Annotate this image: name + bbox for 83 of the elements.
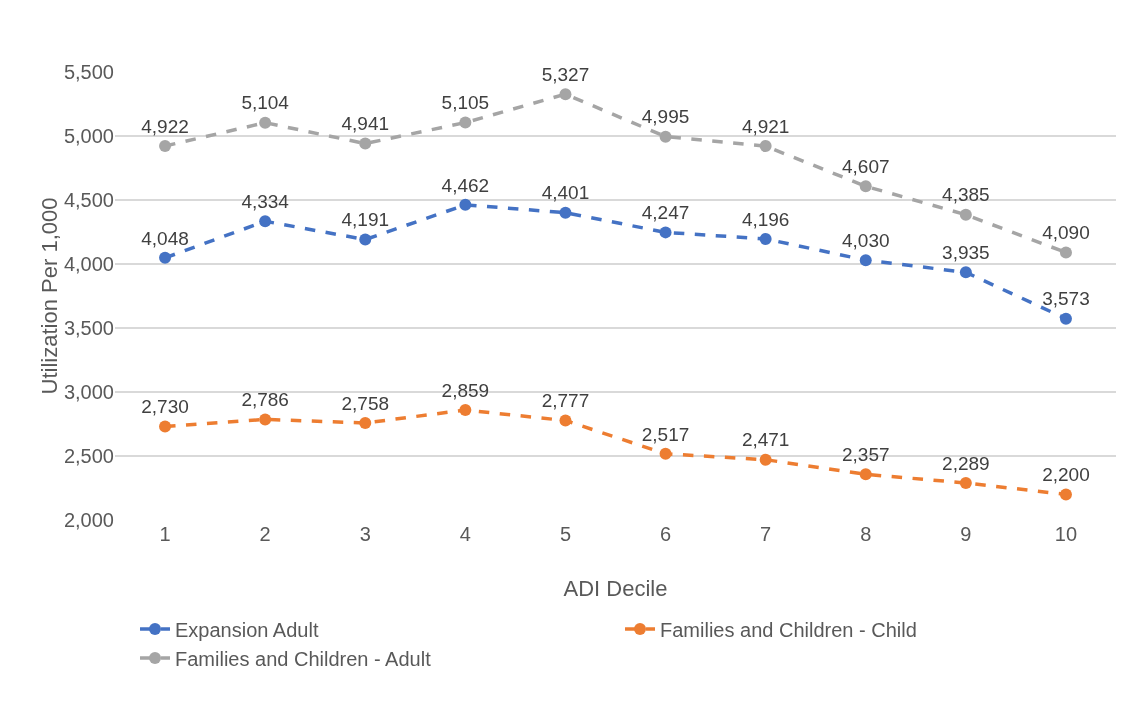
data-label: 3,935 xyxy=(942,242,990,264)
data-label: 5,105 xyxy=(441,92,490,114)
data-label: 4,247 xyxy=(641,202,690,224)
data-label: 2,777 xyxy=(541,390,590,412)
data-label: 2,289 xyxy=(942,452,990,474)
data-label: 2,859 xyxy=(441,379,490,401)
data-label: 4,334 xyxy=(241,191,290,212)
point xyxy=(159,251,172,264)
data-label: 2,730 xyxy=(141,396,189,418)
x-tick-label: 9 xyxy=(960,523,972,545)
point xyxy=(659,130,672,143)
data-label: 4,941 xyxy=(341,113,390,135)
point xyxy=(259,215,272,228)
data-label: 4,385 xyxy=(942,184,990,206)
x-tick-label: 8 xyxy=(860,523,872,545)
point xyxy=(959,477,972,489)
y-tick-label: 3,500 xyxy=(63,317,114,339)
point xyxy=(1059,488,1072,501)
point xyxy=(859,180,872,193)
point xyxy=(359,416,372,429)
y-axis-title: Utilization Per 1,000 xyxy=(36,197,62,395)
data-label: 5,327 xyxy=(541,63,590,85)
point xyxy=(659,447,672,460)
data-label: 5,104 xyxy=(241,92,290,114)
point xyxy=(159,139,172,152)
data-label: 3,573 xyxy=(1042,288,1090,310)
y-tick-label: 5,500 xyxy=(63,61,114,83)
x-tick-label: 3 xyxy=(359,523,371,545)
data-label: 4,401 xyxy=(541,182,590,204)
point xyxy=(759,453,772,466)
x-tick-label: 1 xyxy=(159,523,171,545)
data-label: 4,922 xyxy=(141,115,189,137)
point xyxy=(459,198,472,211)
point xyxy=(359,233,372,246)
point xyxy=(759,232,772,245)
y-tick-label: 4,000 xyxy=(63,253,114,275)
data-label: 2,786 xyxy=(241,389,289,411)
data-label: 4,191 xyxy=(341,209,390,231)
point xyxy=(759,140,772,153)
y-tick-label: 5,000 xyxy=(63,125,114,147)
x-tick-label: 5 xyxy=(559,523,572,545)
data-label: 4,921 xyxy=(741,115,790,137)
point xyxy=(659,226,672,239)
data-label: 4,607 xyxy=(841,156,890,178)
point xyxy=(459,116,472,129)
data-label: 2,758 xyxy=(341,392,390,414)
x-axis-title: ADI Decile xyxy=(563,576,668,601)
point xyxy=(559,414,572,427)
data-label: 2,471 xyxy=(741,429,790,451)
data-label: 4,196 xyxy=(741,208,790,230)
data-label: 4,995 xyxy=(641,106,690,128)
y-tick-label: 2,500 xyxy=(63,445,114,467)
data-label: 4,090 xyxy=(1042,222,1090,244)
y-tick-label: 3,000 xyxy=(63,381,114,403)
x-tick-label: 10 xyxy=(1054,523,1078,545)
point xyxy=(559,206,572,219)
legend-label: Expansion Adult xyxy=(175,618,319,641)
point xyxy=(259,116,272,129)
x-tick-label: 2 xyxy=(259,523,271,545)
y-tick-label: 2,000 xyxy=(63,509,114,531)
data-label: 2,200 xyxy=(1042,464,1090,486)
point xyxy=(859,468,872,481)
point xyxy=(259,413,272,426)
x-tick-label: 7 xyxy=(760,523,772,545)
point xyxy=(859,254,872,267)
point xyxy=(359,137,372,150)
point xyxy=(959,266,972,279)
data-label: 4,030 xyxy=(841,229,890,251)
point xyxy=(1059,312,1072,325)
point xyxy=(959,208,972,221)
y-tick-label: 4,500 xyxy=(63,189,114,211)
point xyxy=(559,88,572,101)
x-tick-label: 6 xyxy=(659,523,672,545)
data-label: 2,517 xyxy=(641,423,690,445)
point xyxy=(459,404,472,417)
data-label: 4,048 xyxy=(141,227,189,249)
data-label: 2,357 xyxy=(841,444,890,466)
point xyxy=(159,420,172,433)
legend-label: Families and Children - Adult xyxy=(175,647,432,670)
point xyxy=(1059,246,1072,259)
legend-label: Families and Children - Child xyxy=(660,618,917,641)
x-tick-label: 4 xyxy=(459,523,471,545)
data-label: 4,462 xyxy=(441,174,490,196)
